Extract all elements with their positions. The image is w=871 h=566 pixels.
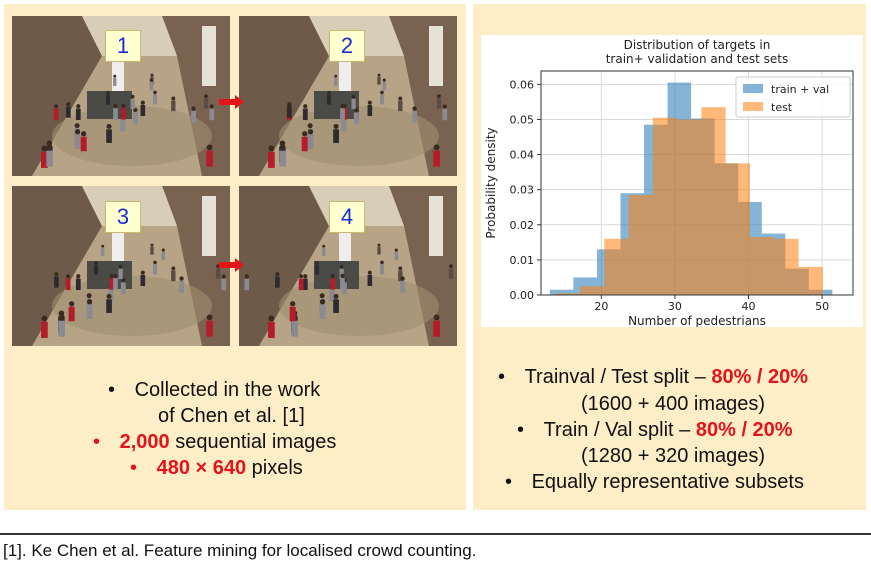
bullet-text: sequential images (169, 431, 337, 453)
histogram-chart: Distribution of targets in train+ valida… (481, 35, 863, 328)
legend-label: train + val (771, 83, 829, 96)
y-tick-label: 0.03 (510, 184, 535, 197)
bullet-text: Collected in the work (134, 379, 321, 401)
bullet-marker: • (517, 419, 525, 441)
bullet-item: • Collected in the work (108, 377, 320, 403)
y-tick-label: 0.00 (510, 289, 535, 302)
x-tick-label: 40 (742, 300, 756, 313)
bullet-marker: • (130, 457, 138, 479)
y-tick-label: 0.01 (510, 254, 535, 267)
bullet-item: • 2,000 sequential images (93, 429, 336, 455)
chart-title: Distribution of targets in (624, 38, 771, 52)
highlight-resolution: 480 × 640 (156, 457, 247, 479)
y-tick-label: 0.06 (510, 78, 535, 91)
histogram-bar (701, 107, 726, 295)
bullet-item: • Equally representative subsets (505, 469, 804, 495)
bullet-text: pixels (246, 457, 303, 479)
footnote: [1]. Ke Chen et al. Feature mining for l… (3, 541, 477, 560)
bullet-marker: • (93, 431, 101, 453)
histogram-bar (549, 289, 574, 295)
bullet-item: • 480 × 640 pixels (130, 455, 303, 481)
frame-number-label: 1 (105, 30, 141, 62)
x-tick-label: 50 (815, 300, 829, 313)
bullet-marker: • (498, 366, 506, 388)
y-tick-label: 0.02 (510, 219, 535, 232)
crowd-frame-image (239, 16, 457, 176)
highlight-split: 80% / 20% (711, 366, 809, 388)
highlight-split: 80% / 20% (695, 419, 793, 441)
frame-number-label: 2 (329, 30, 365, 62)
plot-frame (540, 70, 854, 296)
frame-number-label: 3 (105, 201, 141, 233)
y-axis-label: Probability density (484, 127, 498, 238)
x-tick-label: 20 (594, 300, 608, 313)
histogram-bar (628, 194, 653, 295)
highlight-count: 2,000 (119, 431, 170, 453)
legend-swatch (743, 102, 763, 111)
histogram-svg: Distribution of targets in train+ valida… (484, 38, 854, 328)
x-axis-label: Number of pedestrians (628, 314, 766, 327)
arrow-right-icon (219, 95, 244, 109)
y-tick-label: 0.04 (510, 149, 535, 162)
bullet-text: Trainval / Test split – (524, 366, 712, 388)
y-tick-label: 0.05 (510, 113, 535, 126)
legend-label: test (771, 101, 793, 114)
histogram-bar (725, 163, 750, 295)
histogram-bar (652, 117, 678, 295)
legend-swatch (743, 84, 763, 93)
bullet-subtext: (1600 + 400 images) (581, 393, 766, 415)
bullet-item: • Trainval / Test split – 80% / 20% (498, 364, 808, 390)
bullet-text: Train / Val split – (543, 419, 696, 441)
bullet-continuation: of Chen et al. [1] (158, 405, 305, 427)
frame-number-label: 4 (329, 201, 365, 233)
bullet-marker: • (505, 471, 513, 493)
histogram-bar (580, 286, 605, 295)
crowd-frame-image (12, 16, 230, 176)
chart-title-line2: train+ validation and test sets (606, 52, 789, 66)
bullet-text: Equally representative subsets (531, 471, 804, 493)
histogram-bar (774, 238, 799, 295)
histogram-bar (677, 119, 702, 295)
footnote-divider (0, 533, 871, 535)
histogram-bar (555, 293, 580, 295)
arrow-right-icon (219, 258, 244, 272)
histogram-bar (798, 266, 823, 295)
histogram-bar (749, 237, 775, 295)
bullet-item: • Train / Val split – 80% / 20% (517, 417, 793, 443)
bullet-marker: • (108, 379, 116, 401)
histogram-bar (604, 238, 629, 295)
x-tick-label: 30 (668, 300, 682, 313)
bullet-subtext: (1280 + 320 images) (581, 445, 766, 467)
legend-box (735, 76, 851, 118)
